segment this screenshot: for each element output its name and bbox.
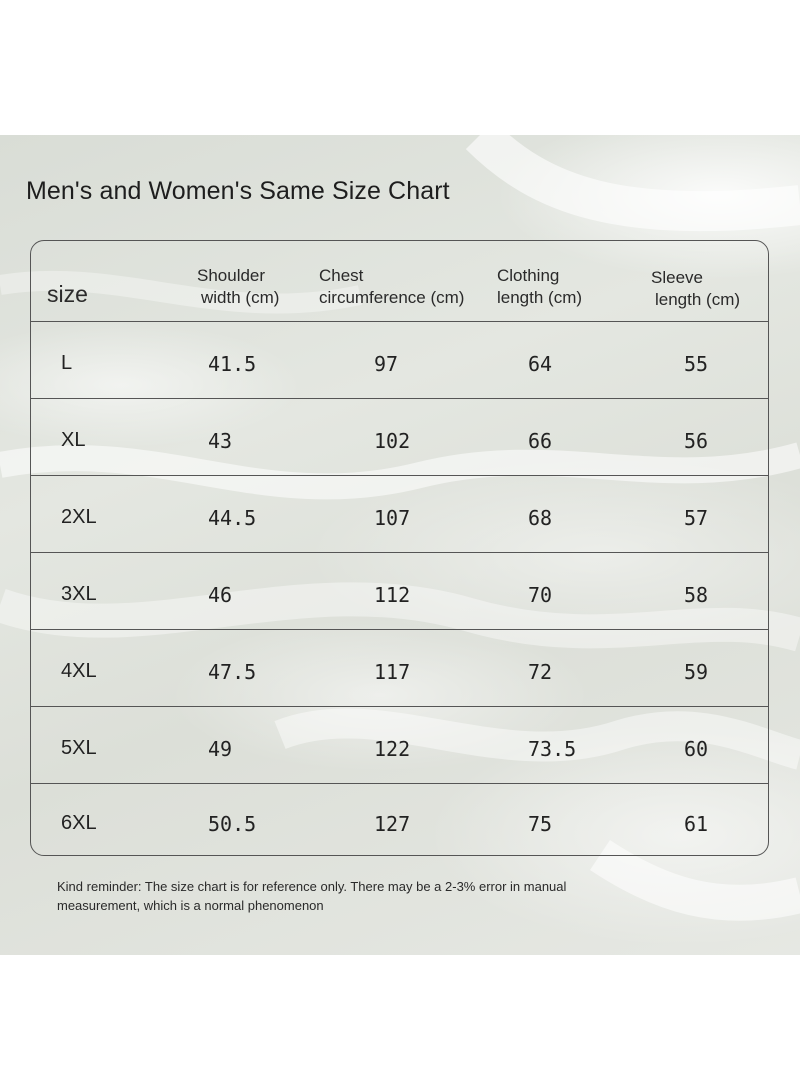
table-row: 5XL 49 122 73.5 60 <box>31 706 768 783</box>
kind-reminder-note: Kind reminder: The size chart is for ref… <box>57 877 677 915</box>
table-row: 3XL 46 112 70 58 <box>31 552 768 629</box>
cell-shoulder: 46 <box>208 583 233 607</box>
cell-sleeve: 56 <box>684 429 709 453</box>
note-line-2: measurement, which is a normal phenomeno… <box>57 898 324 913</box>
header-chest-line2: circumference (cm) <box>319 288 465 307</box>
cell-chest: 112 <box>374 583 411 607</box>
cell-shoulder: 49 <box>208 737 233 761</box>
cell-sleeve: 58 <box>684 583 709 607</box>
table-row: XL 43 102 66 56 <box>31 398 768 475</box>
cell-shoulder: 43 <box>208 429 233 453</box>
cell-length: 72 <box>528 660 553 684</box>
cell-chest: 117 <box>374 660 411 684</box>
cell-length: 73.5 <box>528 737 577 761</box>
cell-chest: 107 <box>374 506 411 530</box>
cell-length: 68 <box>528 506 553 530</box>
header-chest-circumference: Chest circumference (cm) <box>319 265 464 309</box>
cell-sleeve: 61 <box>684 812 709 836</box>
cell-chest: 127 <box>374 812 411 836</box>
table-header-row: size Shoulder width (cm) Chest circumfer… <box>31 241 768 321</box>
cell-sleeve: 57 <box>684 506 709 530</box>
header-sleeve-length: Sleeve length (cm) <box>651 267 740 311</box>
note-line-1: Kind reminder: The size chart is for ref… <box>57 879 567 894</box>
header-clothing-line2: length (cm) <box>497 288 583 307</box>
cell-shoulder: 50.5 <box>208 812 257 836</box>
header-shoulder-width: Shoulder width (cm) <box>197 265 279 309</box>
cell-length: 66 <box>528 429 553 453</box>
cell-chest: 102 <box>374 429 411 453</box>
cell-length: 70 <box>528 583 553 607</box>
header-clothing-line1: Clothing <box>497 266 560 285</box>
header-clothing-length: Clothing length (cm) <box>497 265 582 309</box>
cell-sleeve: 60 <box>684 737 709 761</box>
size-chart-panel: Men's and Women's Same Size Chart size S… <box>0 135 800 955</box>
cell-size: XL <box>61 429 86 451</box>
header-shoulder-line2: width (cm) <box>201 288 280 307</box>
cell-size: 4XL <box>61 660 97 682</box>
cell-sleeve: 55 <box>684 352 709 376</box>
cell-size: L <box>61 352 73 374</box>
cell-shoulder: 47.5 <box>208 660 257 684</box>
cell-chest: 97 <box>374 352 399 376</box>
cell-sleeve: 59 <box>684 660 709 684</box>
table-row: 4XL 47.5 117 72 59 <box>31 629 768 706</box>
cell-shoulder: 41.5 <box>208 352 257 376</box>
background-waves <box>0 135 800 921</box>
cell-size: 2XL <box>61 506 97 528</box>
header-sleeve-line2: length (cm) <box>655 290 741 309</box>
cell-shoulder: 44.5 <box>208 506 257 530</box>
cell-length: 64 <box>528 352 553 376</box>
header-shoulder-line1: Shoulder <box>197 266 266 285</box>
header-chest-line1: Chest <box>319 266 364 285</box>
table-row: 6XL 50.5 127 75 61 <box>31 783 768 860</box>
table-row: 2XL 44.5 107 68 57 <box>31 475 768 552</box>
chart-title: Men's and Women's Same Size Chart <box>26 177 450 205</box>
cell-size: 5XL <box>61 737 97 759</box>
cell-size: 6XL <box>61 812 97 834</box>
table-row: L 41.5 97 64 55 <box>31 321 768 398</box>
cell-length: 75 <box>528 812 553 836</box>
header-size: size <box>47 281 88 307</box>
header-sleeve-line1: Sleeve <box>651 268 703 287</box>
size-table: size Shoulder width (cm) Chest circumfer… <box>30 240 769 856</box>
cell-chest: 122 <box>374 737 411 761</box>
cell-size: 3XL <box>61 583 97 605</box>
